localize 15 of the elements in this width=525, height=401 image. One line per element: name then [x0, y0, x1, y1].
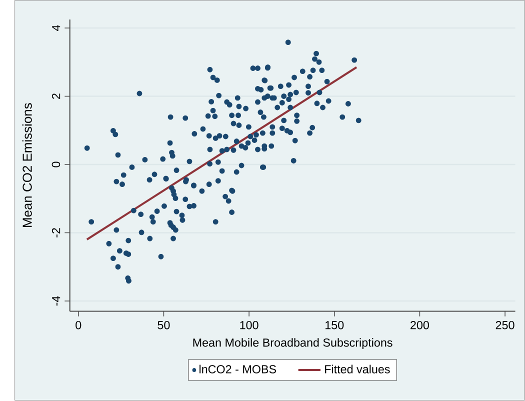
- x-tick-label: 150: [326, 321, 344, 330]
- x-tick-label: 250: [496, 321, 514, 330]
- x-tick-label: 100: [240, 321, 258, 330]
- x-tick-label: 0: [76, 321, 82, 330]
- y-tick-label: 2: [52, 94, 60, 100]
- y-tick-label: -4: [52, 296, 60, 306]
- legend-label: lnCO2 - MOBS: [200, 364, 276, 374]
- y-axis-title: Mean CO2 Emissions: [22, 103, 32, 228]
- legend-label: Fitted values: [325, 364, 390, 374]
- x-axis-title: Mean Mobile Broadband Subscriptions: [193, 338, 392, 350]
- x-tick-label: 50: [158, 321, 170, 330]
- y-tick-label: 4: [52, 25, 60, 32]
- y-tick-label: -2: [52, 228, 60, 238]
- x-tick-label: 200: [410, 321, 429, 330]
- y-tick-label: 0: [52, 162, 60, 168]
